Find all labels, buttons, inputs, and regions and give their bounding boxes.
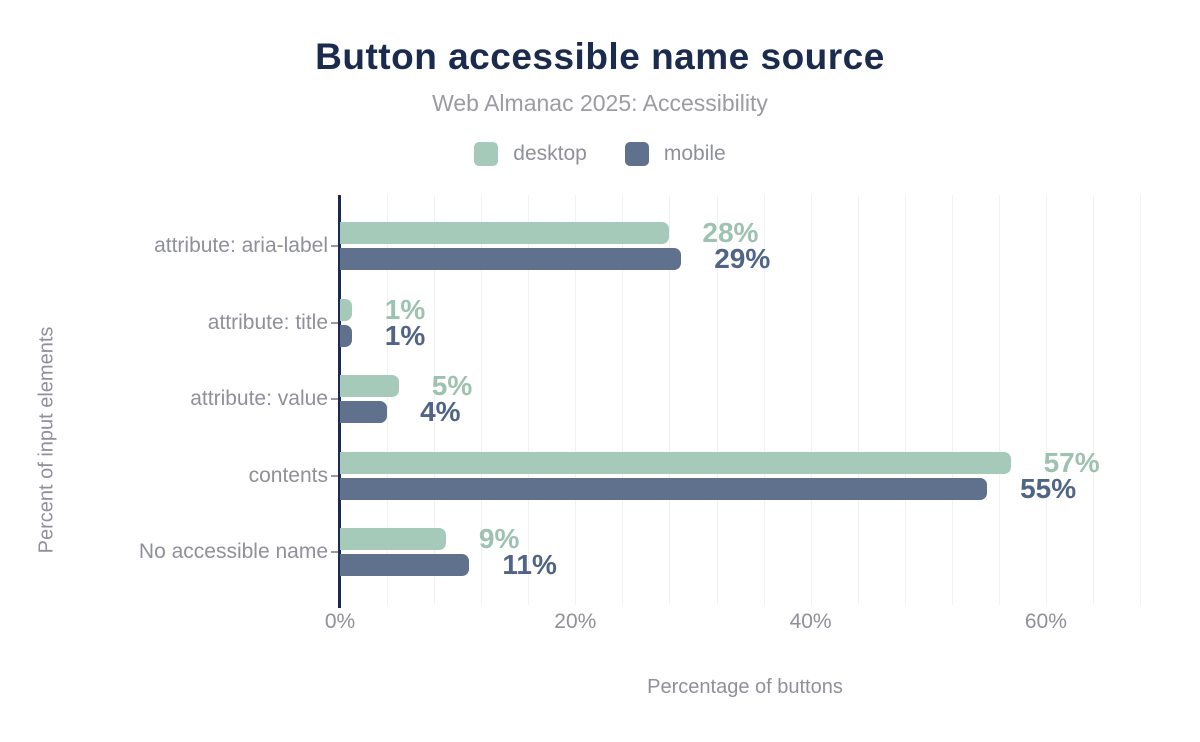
legend: desktop mobile (0, 142, 1200, 166)
gridline (387, 195, 389, 605)
x-tick-label: 0% (324, 610, 356, 633)
gridline (669, 195, 671, 605)
gridline (951, 195, 953, 605)
gridline (528, 195, 530, 605)
value-label-desktop: 9% (478, 523, 520, 554)
legend-item-mobile: mobile (624, 142, 726, 166)
x-tick-label: 60% (1024, 610, 1067, 633)
value-label-desktop: 1% (384, 293, 426, 325)
gridline (1092, 195, 1094, 605)
legend-label-mobile: mobile (663, 142, 726, 165)
category-tick (331, 321, 338, 324)
bar-desktop (340, 451, 1011, 474)
value-label-mobile: 55% (1020, 472, 1077, 504)
bar-desktop (340, 298, 352, 321)
chart-title: Button accessible name source (315, 36, 885, 77)
category-label: attribute: title (207, 310, 328, 334)
gridline (904, 195, 906, 605)
legend-swatch-desktop (474, 142, 499, 166)
category-label: attribute: aria-label (154, 234, 328, 257)
gridline (1045, 195, 1047, 605)
gridline (1140, 195, 1141, 605)
gridline (575, 195, 577, 605)
bar-mobile (340, 477, 988, 500)
x-axis-title: Percentage of buttons (647, 676, 843, 698)
category-tick (331, 551, 338, 553)
gridline (434, 195, 436, 605)
gridline (716, 195, 718, 605)
bar-desktop (340, 222, 670, 244)
value-label-mobile: 11% (502, 549, 557, 580)
category-label: No accessible name (138, 540, 328, 563)
value-label-mobile: 29% (714, 243, 771, 274)
category-tick (331, 398, 338, 400)
category-tick (331, 474, 338, 477)
value-label-desktop: 5% (431, 370, 473, 401)
value-label-mobile: 1% (384, 319, 426, 351)
bar-mobile (340, 554, 470, 576)
plot-area: attribute: aria-label 28% 29% attribute: ti… (139, 195, 1141, 633)
category-tick (331, 245, 338, 247)
gridline (998, 195, 1000, 605)
bar-desktop (340, 528, 446, 550)
value-label-desktop: 57% (1043, 446, 1100, 478)
legend-item-desktop: desktop (474, 142, 587, 166)
category-label: contents (248, 463, 328, 487)
gridline (810, 195, 812, 605)
legend-label-desktop: desktop (513, 142, 587, 165)
bar-mobile (340, 324, 352, 347)
bar-mobile (340, 401, 388, 423)
bar-desktop (340, 375, 399, 397)
x-tick-label: 20% (554, 610, 597, 633)
value-label-desktop: 28% (702, 217, 759, 248)
y-axis-line (338, 195, 341, 608)
chart-subtitle: Web Almanac 2025: Accessibility (432, 90, 768, 116)
category-label: attribute: value (190, 387, 328, 410)
legend-swatch-mobile (624, 142, 649, 166)
gridline (622, 195, 624, 605)
y-axis-title: Percent of input elements (35, 326, 58, 554)
gridline (857, 195, 859, 605)
bar-mobile (340, 248, 682, 270)
x-tick-label: 40% (789, 610, 832, 633)
gridline (481, 195, 483, 605)
value-label-mobile: 4% (420, 396, 461, 427)
gridline (763, 195, 765, 605)
